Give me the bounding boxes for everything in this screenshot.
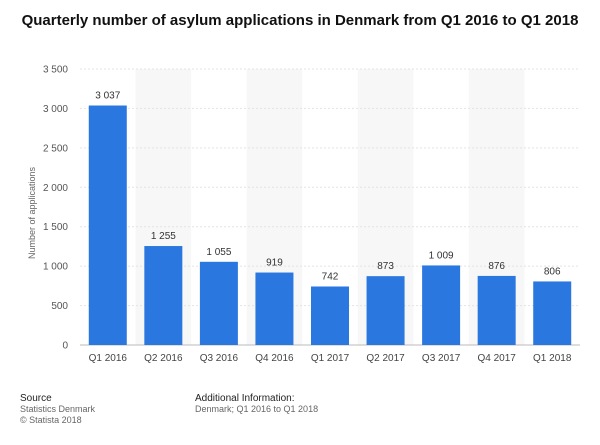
y-axis-label: Number of applications	[27, 166, 37, 259]
data-label: 873	[377, 261, 394, 272]
x-tick-label: Q1 2017	[311, 353, 350, 364]
bars	[88, 105, 572, 345]
bar	[477, 275, 516, 345]
x-axis-ticks: Q1 2016 Q2 2016 Q3 2016 Q4 2016 Q1 2017 Q2 20…	[89, 353, 572, 364]
bar	[255, 272, 294, 345]
source-heading: Source	[20, 393, 52, 404]
x-tick-label: Q2 2017	[366, 353, 405, 364]
source-name: Statistics Denmark	[20, 404, 96, 414]
data-label: 1 055	[206, 247, 231, 258]
bar	[422, 265, 461, 345]
x-tick-label: Q1 2016	[89, 353, 128, 364]
bar	[311, 286, 349, 345]
data-label: 3 037	[95, 91, 120, 102]
y-tick-label: 3 000	[43, 104, 68, 115]
copyright: © Statista 2018	[20, 415, 82, 425]
additional-info-block: Additional Information: Denmark; Q1 2016…	[195, 393, 318, 415]
additional-info-text: Denmark; Q1 2016 to Q1 2018	[195, 404, 319, 414]
bar	[366, 276, 405, 345]
x-tick-label: Q2 2016	[144, 353, 183, 364]
y-tick-label: 2 000	[43, 183, 68, 194]
data-label: 1 009	[429, 250, 454, 261]
source-block: Source Statistics Denmark © Statista 201…	[20, 393, 95, 426]
data-label: 876	[488, 261, 505, 272]
data-label: 919	[266, 258, 283, 269]
chart-title: Quarterly number of asylum applications …	[21, 12, 579, 29]
x-tick-label: Q4 2017	[477, 353, 516, 364]
data-label: 806	[544, 266, 561, 277]
y-tick-label: 2 500	[43, 143, 68, 154]
bar	[533, 281, 572, 345]
x-tick-label: Q1 2018	[533, 353, 572, 364]
y-axis-ticks: 0 500 1 000 1 500 2 000 2 500 3 000 3 500	[43, 65, 68, 352]
data-label: 742	[322, 271, 339, 282]
additional-info-heading: Additional Information:	[195, 393, 295, 404]
y-tick-label: 0	[62, 341, 68, 352]
bar	[144, 246, 183, 345]
y-tick-label: 1 000	[43, 262, 68, 273]
bar	[88, 105, 127, 345]
x-tick-label: Q3 2017	[422, 353, 461, 364]
x-tick-label: Q3 2016	[200, 353, 239, 364]
y-tick-label: 500	[51, 301, 68, 312]
y-tick-label: 3 500	[43, 65, 68, 76]
data-labels: 3 037 1 255 1 055 919 742 873 1 009 876 806	[95, 91, 561, 283]
bar	[199, 261, 238, 345]
data-label: 1 255	[151, 231, 176, 242]
x-tick-label: Q4 2016	[255, 353, 294, 364]
y-tick-label: 1 500	[43, 222, 68, 233]
